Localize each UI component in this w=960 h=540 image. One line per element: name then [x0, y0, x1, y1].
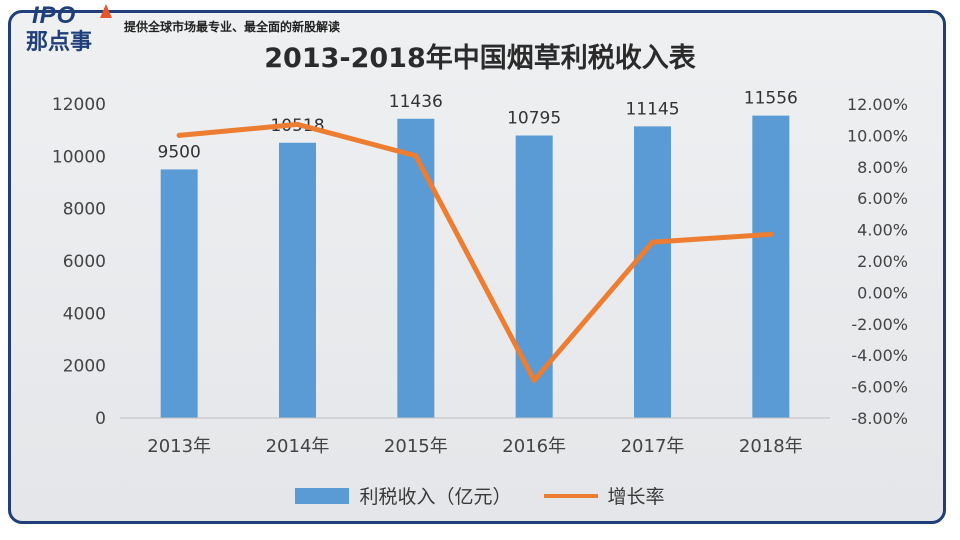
- brand-logo: IPO 那点事: [22, 2, 118, 55]
- bar-data-label: 9500: [158, 142, 201, 162]
- legend-label-line: 增长率: [607, 486, 665, 508]
- growth-rate-point: [176, 132, 182, 138]
- x-tick-label: 2017年: [621, 436, 685, 457]
- y-right-tick-label: -8.00%: [851, 409, 908, 428]
- y-left-tick-label: 0: [95, 409, 106, 429]
- growth-rate-point: [650, 239, 655, 245]
- y-left-tick-label: 4000: [63, 304, 106, 324]
- legend: 利税收入（亿元） 增长率: [0, 482, 960, 509]
- legend-swatch-line: [543, 493, 598, 498]
- bar-data-label: 11436: [389, 92, 443, 112]
- x-tick-label: 2013年: [147, 436, 211, 457]
- legend-swatch-bar: [295, 487, 350, 504]
- brand-logo-text: IPO: [32, 2, 77, 29]
- bar-2015年: [397, 118, 435, 419]
- y-left-tick-label: 6000: [63, 252, 106, 272]
- growth-rate-point: [531, 377, 537, 383]
- bar-2014年: [279, 142, 316, 419]
- x-tick-label: 2018年: [739, 436, 803, 457]
- growth-rate-point: [295, 121, 300, 127]
- y-right-tick-label: 10.00%: [847, 126, 908, 145]
- growth-rate-point: [768, 231, 774, 237]
- x-tick-label: 2014年: [266, 436, 330, 457]
- bar-data-label: 10795: [507, 109, 561, 129]
- y-right-tick-label: -4.00%: [851, 346, 908, 365]
- y-right-tick-label: -6.00%: [851, 378, 908, 397]
- bar-data-label: 11556: [744, 89, 798, 109]
- growth-rate-line: [176, 121, 774, 383]
- legend-item-bar: 利税收入（亿元）: [295, 482, 512, 509]
- y-left-tick-label: 8000: [63, 200, 106, 220]
- slogan-text: 提供全球市场最专业、最全面的新股解读: [124, 20, 341, 34]
- bar-data-label: 11145: [625, 99, 679, 119]
- bar-2013年: [160, 169, 198, 418]
- y-right-tick-label: 0.00%: [857, 283, 908, 302]
- growth-rate-point: [413, 153, 419, 159]
- arrow-up-icon: [100, 4, 112, 18]
- y-left-tick-label: 12000: [52, 95, 106, 115]
- bar-2018年: [752, 115, 790, 419]
- y-left-tick-label: 10000: [52, 147, 106, 167]
- x-tick-label: 2015年: [384, 436, 448, 457]
- chart-title: 2013-2018年中国烟草利税收入表: [264, 43, 696, 74]
- legend-label-bar: 利税收入（亿元）: [359, 486, 512, 508]
- y-right-tick-label: -2.00%: [851, 315, 908, 334]
- brand-logo-cn: 那点事: [26, 30, 93, 55]
- x-tick-label: 2016年: [502, 436, 566, 457]
- y-right-tick-label: 4.00%: [857, 221, 908, 240]
- bar-2017年: [634, 126, 671, 418]
- legend-item-line: 增长率: [543, 482, 665, 509]
- y-right-tick-label: 8.00%: [857, 158, 908, 177]
- bar-2016年: [515, 135, 553, 419]
- y-right-tick-label: 12.00%: [847, 95, 908, 114]
- y-right-tick-label: 6.00%: [857, 189, 908, 208]
- y-left-tick-label: 2000: [63, 357, 106, 377]
- y-right-tick-label: 2.00%: [857, 252, 908, 271]
